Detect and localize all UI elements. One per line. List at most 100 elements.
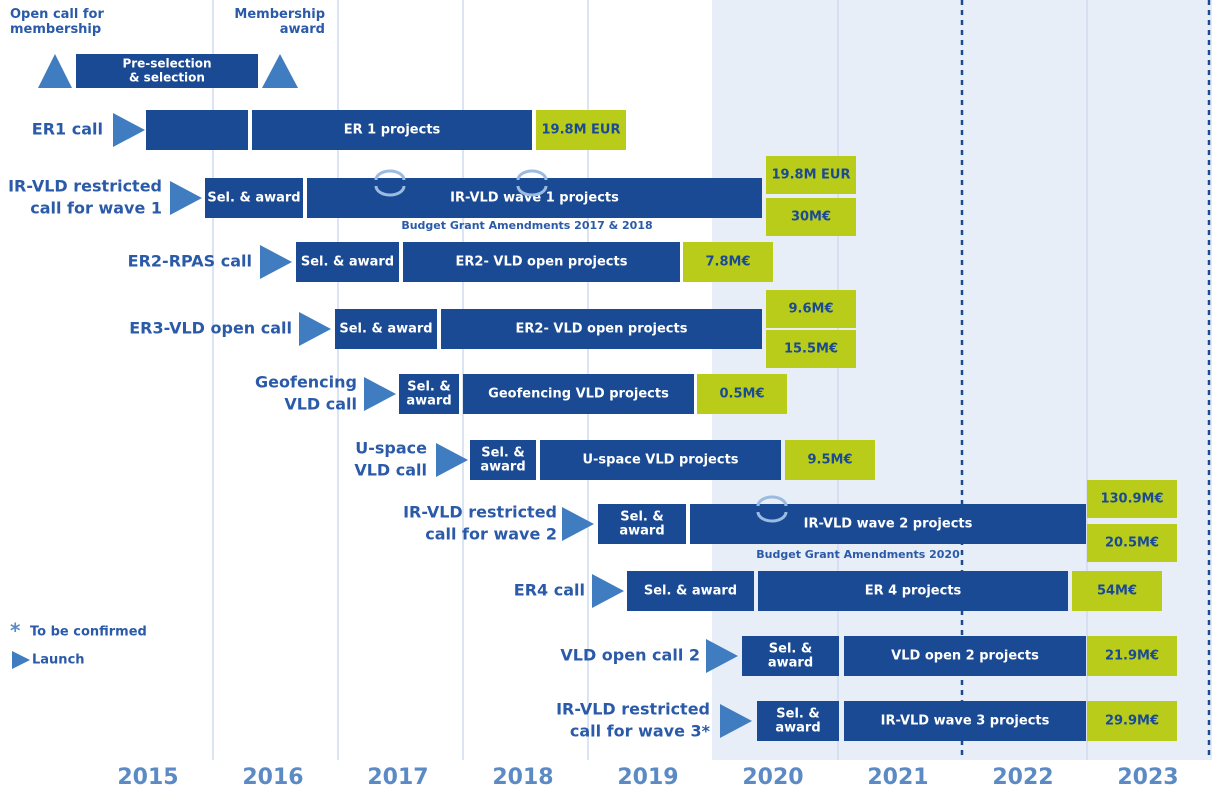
budget-label: 29.9M€ (1105, 714, 1159, 729)
budget-box (1087, 701, 1177, 741)
pre-selection-label: Pre-selection (122, 57, 211, 71)
open-call-marker (38, 54, 72, 88)
selection-label: Sel. & (481, 446, 524, 461)
selection-bar (146, 110, 248, 150)
call-label: ER4 call (514, 581, 585, 600)
selection-label: Sel. & (776, 707, 819, 722)
budget-box (1087, 480, 1177, 518)
budget-box (766, 290, 856, 328)
amendment-icon (756, 495, 788, 523)
project-bar (690, 504, 1086, 544)
call-label: IR-VLD restricted (403, 503, 557, 522)
budget-box (766, 330, 856, 368)
launch-marker (436, 443, 468, 477)
budget-label: 0.5M€ (719, 387, 764, 402)
budget-label: 7.8M€ (705, 255, 750, 270)
project-label: VLD open 2 projects (891, 649, 1039, 664)
dotted-lines (960, 0, 1211, 760)
project-label: ER 4 projects (865, 584, 962, 599)
year-label: 2021 (867, 765, 928, 790)
year-label: 2016 (242, 765, 303, 790)
budget-label: 19.8M EUR (772, 168, 851, 183)
call-label: VLD call (354, 461, 427, 480)
confirm-mark: * (10, 619, 21, 643)
selection-bar (205, 178, 303, 218)
budget-label: 9.6M€ (788, 302, 833, 317)
confirm-legend: To be confirmed (30, 625, 147, 640)
selection-bar (742, 636, 839, 676)
selection-bar (757, 701, 839, 741)
launch-marker (170, 181, 202, 215)
project-label: ER2- VLD open projects (516, 322, 688, 337)
project-bar (252, 110, 532, 150)
launch-marker (260, 245, 292, 279)
selection-bar (627, 571, 754, 611)
budget-box (1072, 571, 1162, 611)
amendment-icon (516, 169, 548, 197)
budget-box (766, 156, 856, 194)
launch-marker (592, 574, 624, 608)
selection-label: award (775, 721, 820, 736)
year-label: 2022 (992, 765, 1053, 790)
project-label: IR-VLD wave 3 projects (881, 714, 1050, 729)
amendment-icon (374, 169, 406, 197)
open-call-label: membership (10, 22, 101, 37)
launch-marker (706, 639, 738, 673)
call-label: U-space (355, 439, 427, 458)
selection-label: Sel. & (407, 380, 450, 395)
selection-label: award (768, 656, 813, 671)
selection-label: Sel. & (769, 642, 812, 657)
call-label: ER1 call (32, 120, 103, 139)
selection-label: Sel. & award (339, 322, 432, 337)
budget-box (1087, 524, 1177, 562)
selection-bar (470, 440, 536, 480)
project-label: ER2- VLD open projects (456, 255, 628, 270)
project-label: ER 1 projects (344, 123, 441, 138)
award-label: Membership (234, 7, 325, 22)
open-call-label: Open call for (10, 7, 104, 22)
pre-selection-label: & selection (129, 71, 205, 85)
project-label: IR-VLD wave 1 projects (450, 191, 619, 206)
call-label: IR-VLD restricted (556, 700, 710, 719)
budget-box (536, 110, 626, 150)
selection-label: Sel. & (620, 510, 663, 525)
call-label: IR-VLD restricted (8, 177, 162, 196)
budget-label: 21.9M€ (1105, 649, 1159, 664)
launch-marker (364, 377, 396, 411)
call-label: ER2-RPAS call (128, 252, 252, 271)
launch-marker (720, 704, 752, 738)
budget-label: 30M€ (791, 210, 831, 225)
pre-selection-box (76, 54, 258, 88)
project-bar (540, 440, 781, 480)
amendment-note: Budget Grant Amendments 2020 (756, 548, 960, 561)
selection-label: award (619, 524, 664, 539)
year-label: 2019 (617, 765, 678, 790)
project-bar (441, 309, 762, 349)
call-label: call for wave 3* (570, 722, 711, 741)
project-bar (758, 571, 1068, 611)
selection-bar (335, 309, 437, 349)
award-marker (262, 54, 298, 88)
award-label: award (280, 22, 325, 37)
call-label: call for wave 2 (425, 525, 557, 544)
project-bar (463, 374, 694, 414)
year-label: 2023 (1117, 765, 1178, 790)
project-bar (403, 242, 680, 282)
project-label: U-space VLD projects (582, 453, 738, 468)
launch-legend: Launch (32, 653, 85, 668)
budget-label: 20.5M€ (1105, 536, 1159, 551)
budget-label: 130.9M€ (1100, 492, 1163, 507)
selection-label: Sel. & award (207, 191, 300, 206)
selection-bar (296, 242, 399, 282)
launch-marker (113, 113, 145, 147)
selection-label: award (406, 394, 451, 409)
budget-box (1087, 636, 1177, 676)
launch-marker (299, 312, 331, 346)
call-label: call for wave 1 (30, 199, 162, 218)
budget-label: 9.5M€ (807, 453, 852, 468)
budget-box (697, 374, 787, 414)
budget-box (785, 440, 875, 480)
selection-label: award (480, 460, 525, 475)
call-label: Geofencing (255, 373, 357, 392)
